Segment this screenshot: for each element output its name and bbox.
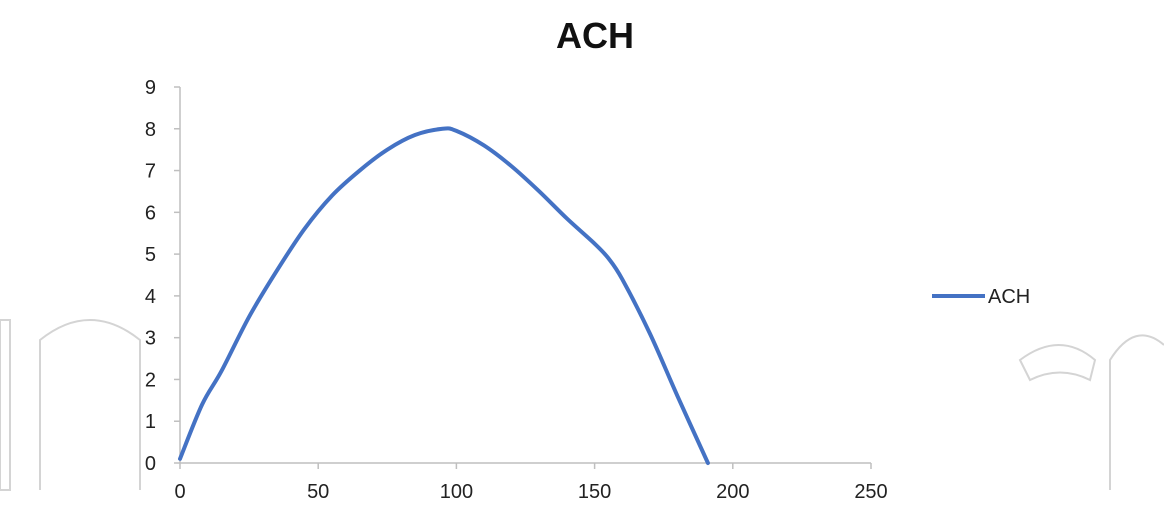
data-point bbox=[706, 461, 710, 465]
data-point bbox=[454, 129, 458, 133]
y-tick-label: 2 bbox=[145, 369, 156, 391]
legend-label-ach: ACH bbox=[988, 286, 1030, 308]
x-tick-label: 250 bbox=[854, 481, 887, 503]
y-tick-label: 1 bbox=[145, 411, 156, 433]
data-point bbox=[413, 133, 417, 137]
y-tick-label: 0 bbox=[145, 453, 156, 475]
plot-series bbox=[178, 126, 710, 465]
data-point bbox=[385, 148, 389, 152]
data-point bbox=[565, 217, 569, 221]
data-point bbox=[606, 256, 610, 260]
data-point bbox=[219, 369, 223, 373]
data-point bbox=[178, 457, 182, 461]
data-point bbox=[330, 194, 334, 198]
y-tick-label: 3 bbox=[145, 328, 156, 350]
data-point bbox=[648, 331, 652, 335]
chart-title: ACH bbox=[556, 15, 634, 56]
data-point bbox=[358, 169, 362, 173]
series-line-0 bbox=[178, 126, 710, 465]
y-tick-label: 9 bbox=[145, 77, 156, 99]
data-point bbox=[620, 277, 624, 281]
x-tick-label: 200 bbox=[716, 481, 749, 503]
data-point bbox=[482, 143, 486, 147]
y-axis: 0 1 2 3 4 5 6 7 8 9 bbox=[145, 77, 181, 475]
y-tick-label: 5 bbox=[145, 244, 156, 266]
data-point bbox=[510, 164, 514, 168]
y-tick-label: 4 bbox=[145, 286, 156, 308]
x-axis: 0 50 100 150 200 250 bbox=[174, 462, 888, 503]
data-point bbox=[275, 269, 279, 273]
data-point bbox=[676, 394, 680, 398]
data-point bbox=[247, 315, 251, 319]
y-tick-label: 6 bbox=[145, 202, 156, 224]
data-point bbox=[441, 127, 445, 131]
x-tick-label: 150 bbox=[578, 481, 611, 503]
x-tick-label: 0 bbox=[174, 481, 185, 503]
watermark-logo bbox=[0, 319, 1164, 491]
data-point bbox=[593, 242, 597, 246]
data-point bbox=[302, 227, 306, 231]
y-tick-label: 7 bbox=[145, 161, 156, 183]
x-tick-label: 50 bbox=[307, 481, 329, 503]
legend: ACH bbox=[932, 286, 1030, 308]
data-point bbox=[200, 403, 204, 407]
data-point bbox=[537, 189, 541, 193]
x-tick-label: 100 bbox=[440, 481, 473, 503]
y-tick-label: 8 bbox=[145, 119, 156, 141]
